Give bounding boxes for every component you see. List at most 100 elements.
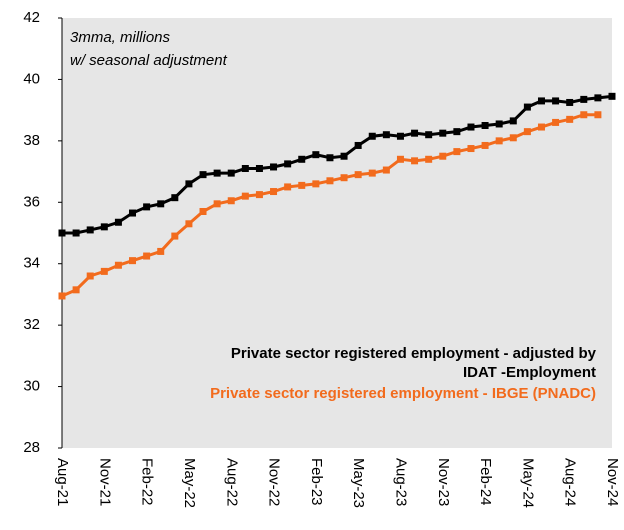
point — [100, 223, 108, 231]
x-tick-label: Aug-23 — [392, 458, 409, 506]
point — [199, 208, 207, 215]
point — [58, 292, 66, 300]
point — [340, 174, 348, 182]
x-tick-label: Nov-23 — [435, 458, 452, 506]
point — [481, 141, 489, 149]
y-tick-label: 38 — [23, 132, 40, 149]
x-tick-label: Feb-24 — [477, 458, 494, 506]
annotation: w/ seasonal adjustment — [70, 52, 227, 69]
point — [129, 209, 137, 217]
legend-entry: Private sector registered employment - I… — [210, 385, 596, 402]
point — [185, 220, 193, 228]
point — [100, 267, 108, 275]
point — [227, 197, 235, 205]
point — [298, 155, 306, 163]
point — [241, 192, 249, 200]
point — [58, 229, 66, 237]
x-tick-label: Nov-21 — [96, 458, 113, 506]
point — [566, 115, 574, 123]
point — [255, 165, 263, 172]
point — [467, 145, 475, 153]
x-tick-label: Feb-23 — [308, 458, 325, 506]
y-tick-label: 32 — [23, 316, 40, 333]
x-tick-label: Aug-22 — [223, 458, 240, 506]
point — [213, 169, 221, 177]
point — [171, 232, 179, 240]
point — [157, 200, 165, 208]
point — [171, 194, 179, 202]
point — [86, 226, 94, 234]
point — [580, 95, 588, 103]
point — [537, 123, 545, 131]
point — [467, 123, 475, 131]
point — [270, 163, 278, 171]
point — [509, 134, 517, 142]
point — [608, 92, 616, 100]
point — [340, 152, 348, 160]
point — [72, 229, 80, 237]
point — [199, 171, 207, 179]
point — [241, 165, 249, 172]
plot-area — [62, 18, 612, 448]
point — [284, 160, 292, 168]
point — [523, 103, 531, 111]
point — [580, 111, 588, 119]
point — [114, 261, 122, 269]
point — [509, 117, 517, 125]
point — [411, 157, 419, 165]
point — [425, 155, 433, 163]
point — [114, 218, 122, 226]
y-tick-label: 42 — [23, 9, 40, 26]
point — [439, 152, 447, 160]
y-tick-label: 30 — [23, 378, 40, 395]
point — [72, 286, 80, 294]
x-tick-label: May-22 — [181, 458, 198, 508]
x-tick-label: Aug-21 — [54, 458, 71, 506]
point — [396, 132, 404, 140]
point — [298, 181, 306, 189]
point — [312, 151, 320, 159]
point — [255, 191, 263, 199]
y-tick-label: 36 — [23, 193, 40, 210]
point — [425, 131, 433, 139]
point — [495, 120, 503, 128]
x-tick-label: Feb-22 — [139, 458, 156, 506]
point — [481, 122, 489, 129]
point — [566, 98, 574, 106]
point — [326, 177, 334, 185]
x-tick-label: Aug-24 — [562, 458, 579, 506]
x-tick-label: May-24 — [519, 458, 536, 508]
point — [495, 137, 503, 145]
point — [368, 169, 376, 177]
y-tick-label: 28 — [23, 439, 40, 456]
point — [354, 171, 362, 179]
point — [227, 169, 235, 177]
point — [382, 166, 390, 174]
legend-entry: Private sector registered employment - a… — [230, 345, 596, 381]
point — [552, 118, 560, 126]
point — [86, 272, 94, 280]
x-tick-label: Nov-22 — [266, 458, 283, 506]
point — [368, 132, 376, 140]
y-tick-label: 40 — [23, 70, 40, 87]
point — [354, 141, 362, 149]
point — [453, 148, 461, 156]
point — [284, 183, 292, 191]
point — [213, 200, 221, 208]
y-tick-label: 34 — [23, 255, 40, 272]
point — [523, 128, 531, 136]
x-tick-label: May-23 — [350, 458, 367, 508]
x-tick-label: Nov-24 — [604, 458, 621, 506]
point — [129, 257, 137, 265]
point — [312, 180, 320, 188]
point — [185, 180, 193, 188]
point — [382, 131, 390, 139]
point — [143, 203, 151, 211]
point — [270, 188, 278, 196]
point — [552, 97, 560, 105]
point — [537, 97, 545, 105]
point — [439, 129, 447, 137]
point — [594, 111, 602, 119]
